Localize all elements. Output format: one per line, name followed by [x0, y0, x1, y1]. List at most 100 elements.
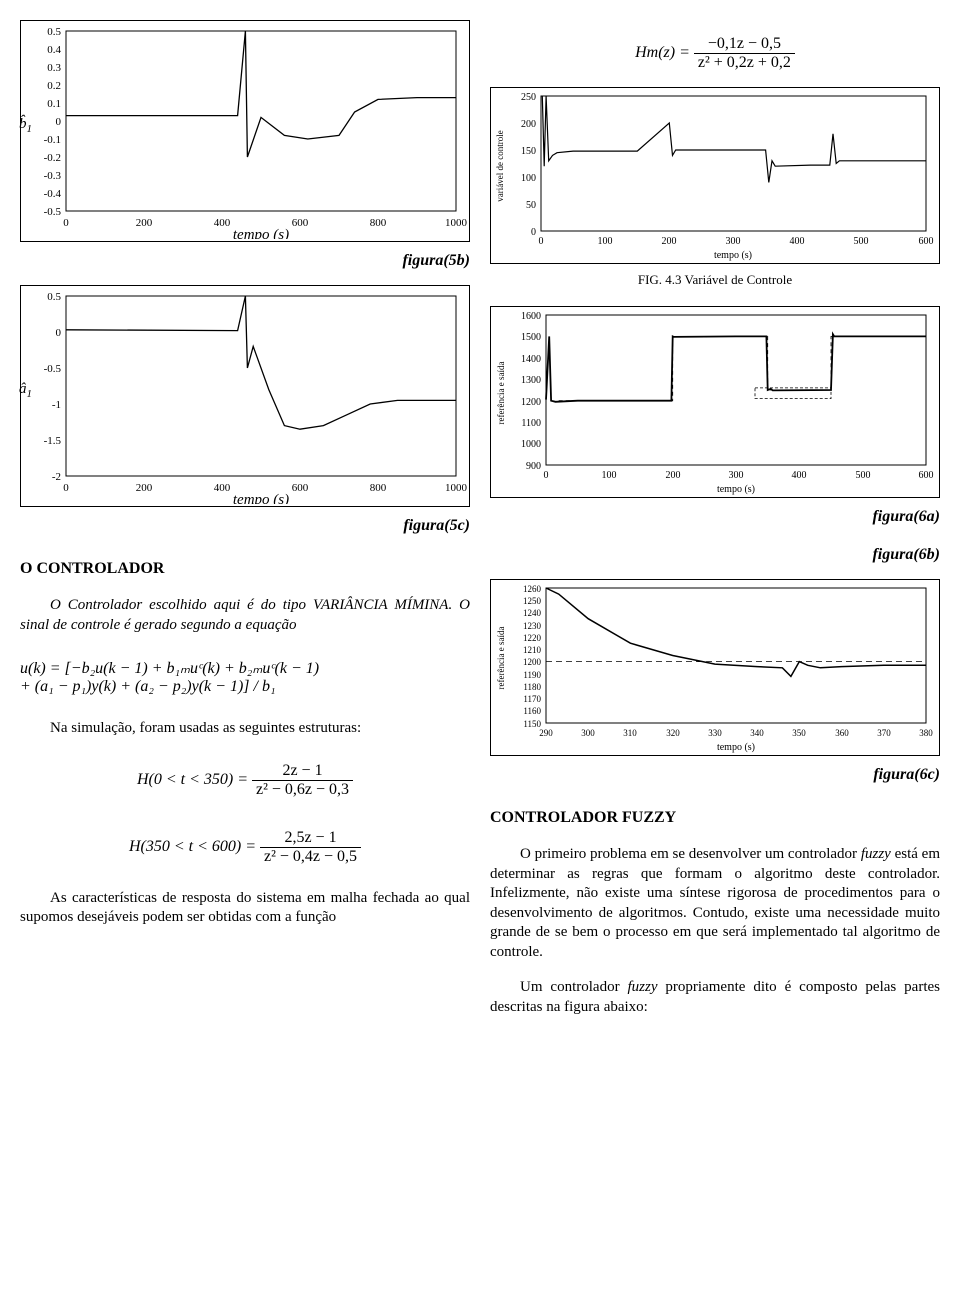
svg-text:-1.5: -1.5 — [44, 435, 62, 447]
svg-text:290: 290 — [539, 728, 553, 738]
eq-hm-den: z² + 0,2z + 0,2 — [694, 54, 795, 72]
svg-text:400: 400 — [792, 470, 807, 481]
controller-p1: O Controlador escolhido aqui é do tipo V… — [20, 596, 470, 635]
svg-text:-0.1: -0.1 — [44, 134, 61, 146]
svg-text:0.3: 0.3 — [47, 62, 61, 74]
fig43-title: FIG. 4.3 Variável de Controle — [490, 272, 940, 288]
svg-text:600: 600 — [919, 236, 934, 247]
svg-text:-0.3: -0.3 — [44, 170, 62, 182]
svg-text:900: 900 — [526, 461, 541, 472]
svg-text:0.5: 0.5 — [47, 291, 61, 303]
svg-text:330: 330 — [708, 728, 722, 738]
svg-text:1220: 1220 — [523, 633, 542, 643]
svg-text:1240: 1240 — [523, 608, 542, 618]
svg-text:-1: -1 — [52, 399, 61, 411]
svg-text:380: 380 — [919, 728, 933, 738]
svg-text:0.2: 0.2 — [47, 80, 61, 92]
svg-text:300: 300 — [726, 236, 741, 247]
svg-text:0: 0 — [56, 116, 62, 128]
svg-text:1200: 1200 — [523, 657, 542, 667]
svg-text:100: 100 — [521, 173, 536, 184]
fig6a-caption: figura(6a) — [490, 508, 940, 526]
svg-text:1500: 1500 — [521, 332, 541, 343]
svg-text:tempo (s): tempo (s) — [233, 492, 289, 504]
fig5b-ylabel: b̂1 — [19, 116, 32, 135]
svg-text:0: 0 — [63, 482, 69, 494]
eq-hm: Hm(z) = −0,1z − 0,5 z² + 0,2z + 0,2 — [490, 35, 940, 72]
svg-text:-0.5: -0.5 — [44, 363, 62, 375]
svg-text:-0.4: -0.4 — [44, 188, 62, 200]
chart-fig5b: 0.5 0.4 0.3 0.2 0.1 0 -0.1 -0.2 -0.3 -0.… — [20, 20, 470, 242]
svg-text:1180: 1180 — [523, 682, 541, 692]
eq-h2-den: z² − 0,4z − 0,5 — [260, 848, 361, 866]
svg-text:1210: 1210 — [523, 645, 542, 655]
svg-text:300: 300 — [581, 728, 595, 738]
eq-h1-num: 2z − 1 — [252, 762, 353, 781]
chart-fig6b-svg: 1260 1250 1240 1230 1220 1210 1200 1190 … — [491, 580, 939, 753]
svg-text:800: 800 — [370, 217, 387, 229]
svg-text:310: 310 — [623, 728, 637, 738]
svg-text:referência e saída: referência e saída — [496, 362, 506, 425]
svg-text:1000: 1000 — [445, 217, 468, 229]
eq-control-l2: + (a₁ − p₁)y(k) + (a₂ − p₂)y(k − 1)] / b… — [20, 678, 470, 696]
fig5c-caption: figura(5c) — [20, 517, 470, 535]
svg-text:400: 400 — [214, 217, 231, 229]
svg-text:tempo (s): tempo (s) — [233, 227, 289, 239]
svg-text:600: 600 — [292, 482, 309, 494]
section-fuzzy-heading: CONTROLADOR FUZZY — [490, 809, 940, 827]
svg-text:1260: 1260 — [523, 584, 542, 594]
svg-text:1160: 1160 — [523, 706, 541, 716]
svg-text:250: 250 — [521, 92, 536, 103]
svg-text:0: 0 — [56, 327, 62, 339]
svg-text:200: 200 — [136, 217, 153, 229]
svg-text:1300: 1300 — [521, 375, 541, 386]
eq-h2-num: 2,5z − 1 — [260, 829, 361, 848]
svg-text:800: 800 — [370, 482, 387, 494]
eq-h2: H(350 < t < 600) = 2,5z − 1 z² − 0,4z − … — [20, 829, 470, 866]
eq-control-law: u(k) = [−b₂u(k − 1) + b₁ₘuᶜ(k) + b₂ₘuᶜ(k… — [20, 658, 470, 696]
section-controller-heading: O CONTROLADOR — [20, 560, 470, 578]
svg-text:0.5: 0.5 — [47, 26, 61, 38]
svg-text:-0.5: -0.5 — [44, 206, 62, 218]
chart-fig5c: 0.5 0 -0.5 -1 -1.5 -2 0 200 400 600 800 … — [20, 285, 470, 507]
svg-text:600: 600 — [919, 470, 934, 481]
svg-text:0.1: 0.1 — [47, 98, 61, 110]
svg-text:100: 100 — [598, 236, 613, 247]
fuzzy-p2: Um controlador fuzzy propriamente dito é… — [490, 978, 940, 1017]
fig5b-caption: figura(5b) — [20, 252, 470, 270]
chart-fig5b-svg: 0.5 0.4 0.3 0.2 0.1 0 -0.1 -0.2 -0.3 -0.… — [21, 21, 469, 239]
eq-hm-num: −0,1z − 0,5 — [694, 35, 795, 54]
svg-text:1200: 1200 — [521, 397, 541, 408]
chart-fig43: 250 200 150 100 50 0 variável de control… — [490, 87, 940, 264]
chart-fig6a: 1600 1500 1400 1300 1200 1100 1000 900 r… — [490, 306, 940, 498]
svg-text:300: 300 — [729, 470, 744, 481]
svg-text:340: 340 — [750, 728, 764, 738]
svg-text:100: 100 — [602, 470, 617, 481]
svg-text:variável de controle: variável de controle — [495, 130, 505, 201]
chart-fig6a-svg: 1600 1500 1400 1300 1200 1100 1000 900 r… — [491, 307, 939, 495]
svg-text:1000: 1000 — [445, 482, 468, 494]
svg-text:350: 350 — [792, 728, 806, 738]
svg-text:tempo (s): tempo (s) — [717, 484, 755, 495]
chart-fig5c-svg: 0.5 0 -0.5 -1 -1.5 -2 0 200 400 600 800 … — [21, 286, 469, 504]
eq-h2-label: H(350 < t < 600) = — [129, 838, 256, 855]
svg-text:0: 0 — [63, 217, 69, 229]
controller-p3: As características de resposta do sistem… — [20, 889, 470, 928]
svg-text:1600: 1600 — [521, 311, 541, 322]
eq-control-l1: u(k) = [−b₂u(k − 1) + b₁ₘuᶜ(k) + b₂ₘuᶜ(k… — [20, 658, 470, 678]
svg-text:tempo (s): tempo (s) — [717, 742, 755, 753]
svg-text:400: 400 — [790, 236, 805, 247]
svg-text:-2: -2 — [52, 471, 61, 483]
svg-text:600: 600 — [292, 217, 309, 229]
svg-text:1400: 1400 — [521, 354, 541, 365]
svg-text:150: 150 — [521, 146, 536, 157]
controller-p2: Na simulação, foram usadas as seguintes … — [20, 719, 470, 739]
svg-text:1100: 1100 — [521, 418, 541, 429]
svg-text:0: 0 — [531, 227, 536, 238]
eq-hm-label: Hm(z) = — [635, 44, 690, 61]
svg-text:500: 500 — [856, 470, 871, 481]
svg-text:0: 0 — [539, 236, 544, 247]
svg-text:200: 200 — [662, 236, 677, 247]
svg-text:1230: 1230 — [523, 621, 542, 631]
svg-text:370: 370 — [877, 728, 891, 738]
